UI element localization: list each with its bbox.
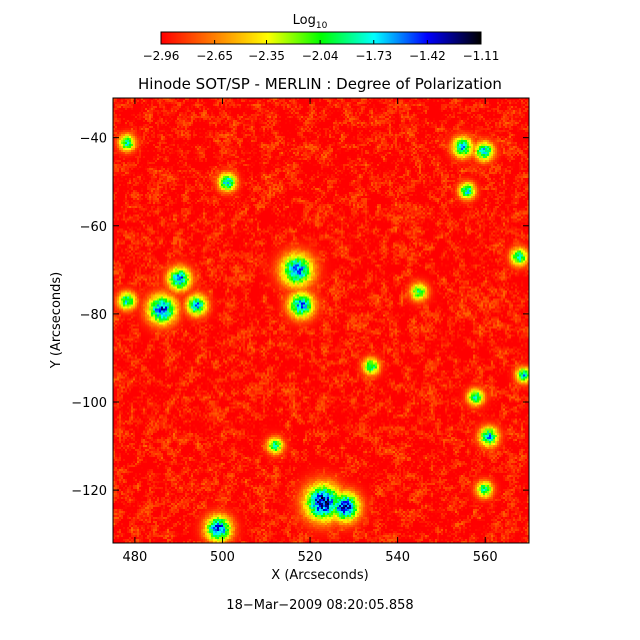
colorbar-label: Log10 xyxy=(293,13,328,31)
y-tick-label: −40 xyxy=(80,132,107,147)
colorbar-tick-label: −1.42 xyxy=(409,49,446,63)
colorbar-ticks: −2.96 −2.65 −2.35 −2.04 −1.73 −1.42 −1.11 xyxy=(143,40,500,63)
colorbar xyxy=(161,32,481,44)
plot-frame xyxy=(112,97,530,544)
colorbar-tick-label: −1.73 xyxy=(355,49,392,63)
x-tick-label: 560 xyxy=(473,550,498,565)
colorbar-tick-label: −2.04 xyxy=(302,49,339,63)
x-axis-ticks: 480 500 520 540 560 xyxy=(122,98,498,565)
colorbar-tick-label: −2.65 xyxy=(196,49,233,63)
y-axis-label: Y (Arcseconds) xyxy=(49,272,64,369)
x-tick-label: 480 xyxy=(122,550,147,565)
y-tick-label: −120 xyxy=(71,484,107,499)
colorbar-frame xyxy=(160,31,482,45)
y-tick-label: −100 xyxy=(71,396,107,411)
x-tick-label: 500 xyxy=(210,550,235,565)
timestamp: 18−Mar−2009 08:20:05.858 xyxy=(226,598,413,613)
x-tick-label: 520 xyxy=(298,550,323,565)
colorbar-tick-label: −2.35 xyxy=(248,49,285,63)
colorbar-tick-label: −1.11 xyxy=(463,49,500,63)
colorbar-tick-label: −2.96 xyxy=(143,49,180,63)
polarization-heatmap xyxy=(113,98,529,543)
x-tick-label: 540 xyxy=(385,550,410,565)
chart-title: Hinode SOT/SP - MERLIN : Degree of Polar… xyxy=(138,75,502,93)
y-axis-ticks: −40 −60 −80 −100 −120 xyxy=(71,132,529,499)
x-axis-label: X (Arcseconds) xyxy=(271,568,368,583)
y-tick-label: −60 xyxy=(80,220,107,235)
y-tick-label: −80 xyxy=(80,308,107,323)
